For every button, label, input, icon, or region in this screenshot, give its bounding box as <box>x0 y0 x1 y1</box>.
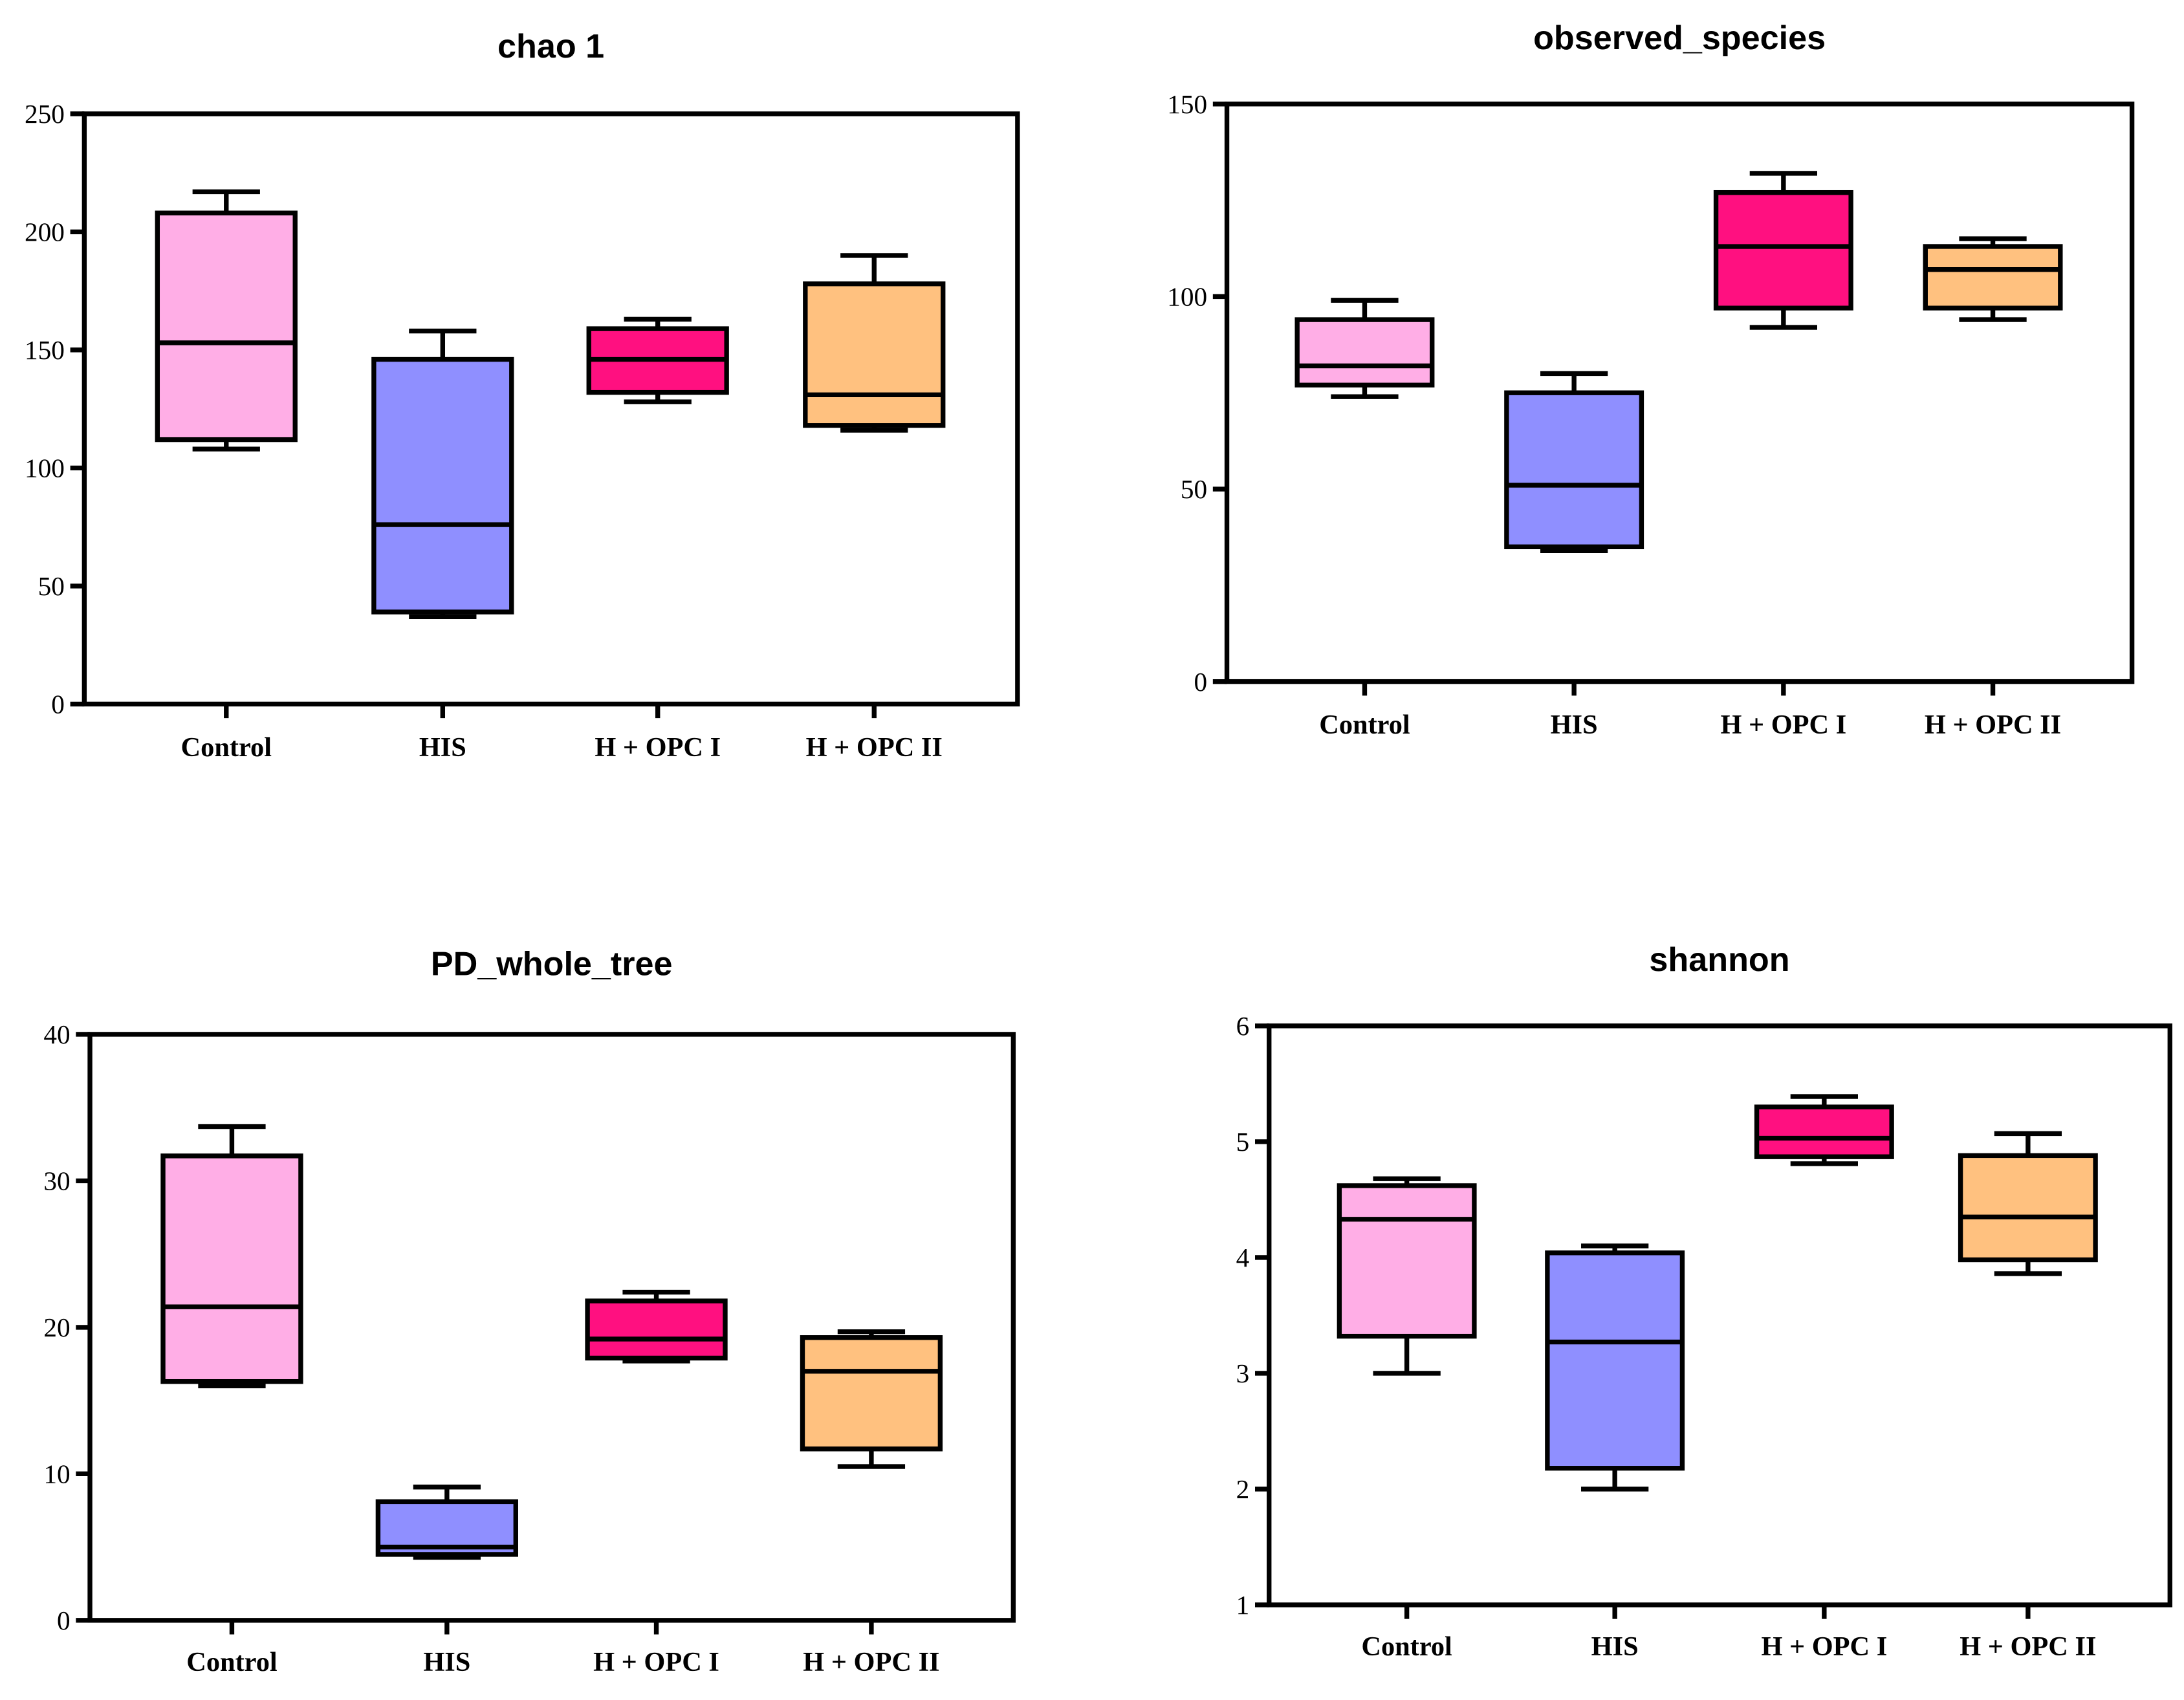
plot-frame <box>1224 102 2135 684</box>
y-tick-label: 20 <box>43 1313 70 1342</box>
y-tick-label: 0 <box>51 690 65 719</box>
y-tick-label: 0 <box>57 1606 71 1635</box>
y-tick-label: 4 <box>1236 1243 1250 1272</box>
box-control <box>1294 298 1435 399</box>
box-iqr <box>155 210 298 442</box>
y-tick-label: 5 <box>1236 1127 1250 1157</box>
box-his <box>1545 1243 1685 1492</box>
x-tick-label: H + OPC I <box>1761 1631 1887 1662</box>
box-h-opc-i <box>586 316 729 404</box>
chart-title: shannon <box>1649 941 1789 979</box>
y-tick-label: 30 <box>43 1166 70 1196</box>
y-tick-label: 100 <box>1167 282 1207 312</box>
box-h-opc-ii <box>1923 236 2063 322</box>
x-tick-label: H + OPC II <box>803 1647 939 1677</box>
chart-title: PD_whole_tree <box>431 946 673 983</box>
y-tick-label: 0 <box>1194 667 1208 697</box>
box-iqr <box>1337 1183 1477 1339</box>
plot-frame <box>82 111 1020 707</box>
box-h-opc-i <box>1713 171 1853 330</box>
y-tick-label: 200 <box>25 217 65 247</box>
box-iqr <box>803 281 946 428</box>
x-tick-label: HIS <box>419 732 466 763</box>
x-tick-label: HIS <box>1591 1631 1639 1662</box>
y-tick-label: 6 <box>1236 1011 1250 1041</box>
y-tick-label: 1 <box>1236 1590 1250 1620</box>
box-iqr <box>1294 317 1435 387</box>
box-iqr <box>1504 390 1644 549</box>
box-iqr <box>585 1298 728 1361</box>
box-his <box>1504 371 1644 553</box>
box-h-opc-ii <box>803 253 946 433</box>
y-tick-label: 50 <box>1181 474 1207 504</box>
box-iqr <box>160 1153 303 1384</box>
y-tick-label: 150 <box>25 335 65 365</box>
x-tick-label: H + OPC II <box>1960 1631 2096 1662</box>
y-tick-label: 40 <box>43 1019 70 1049</box>
x-tick-label: Control <box>1319 710 1410 740</box>
chart-panel-observed-species: observed_species 0 50 100 150 Control HIS H + O… <box>1167 19 2135 740</box>
x-tick-label: HIS <box>1551 710 1598 740</box>
y-tick-label: 250 <box>25 99 65 129</box>
y-tick-label: 100 <box>25 453 65 483</box>
box-control <box>160 1124 303 1389</box>
x-tick-label: H + OPC II <box>1925 710 2061 740</box>
box-h-opc-ii <box>800 1329 943 1469</box>
x-tick-label: H + OPC I <box>595 732 721 763</box>
y-tick-label: 2 <box>1236 1474 1250 1504</box>
box-his <box>375 1485 518 1560</box>
box-iqr <box>1754 1104 1894 1159</box>
x-tick-label: Control <box>181 732 272 763</box>
x-tick-label: HIS <box>423 1647 470 1677</box>
box-control <box>155 189 298 452</box>
box-iqr <box>1545 1250 1685 1471</box>
y-tick-label: 3 <box>1236 1358 1250 1388</box>
chart-panel-pd-whole-tree: PD_whole_tree 0 10 20 30 40 Control HIS H + OPC … <box>43 946 1016 1677</box>
x-tick-label: Control <box>1361 1631 1452 1662</box>
chart-title: observed_species <box>1533 19 1826 57</box>
box-control <box>1337 1176 1477 1376</box>
chart-panel-chao1: chao 1 0 50 100 150 200 250 Control HIS H + OPC I… <box>25 28 1020 763</box>
box-iqr <box>1958 1153 2098 1263</box>
box-h-opc-i <box>585 1289 728 1364</box>
y-tick-label: 50 <box>38 571 65 601</box>
box-his <box>371 329 514 620</box>
x-tick-label: H + OPC I <box>1720 710 1846 740</box>
box-h-opc-i <box>1754 1094 1894 1166</box>
chart-title: chao 1 <box>497 28 604 65</box>
y-tick-label: 150 <box>1167 89 1207 119</box>
x-tick-label: H + OPC I <box>593 1647 719 1677</box>
x-tick-label: H + OPC II <box>806 732 943 763</box>
box-h-opc-ii <box>1958 1131 2098 1276</box>
box-iqr <box>371 356 514 615</box>
box-iqr <box>1713 190 1853 311</box>
plot-frame <box>1267 1023 2172 1607</box>
chart-panel-shannon: shannon 1 2 3 4 5 6 Control HIS H + OPC I H + OPC … <box>1236 941 2172 1662</box>
x-tick-label: Control <box>186 1647 278 1677</box>
box-iqr <box>1923 244 2063 311</box>
y-tick-label: 10 <box>43 1459 70 1488</box>
box-iqr <box>800 1335 943 1452</box>
